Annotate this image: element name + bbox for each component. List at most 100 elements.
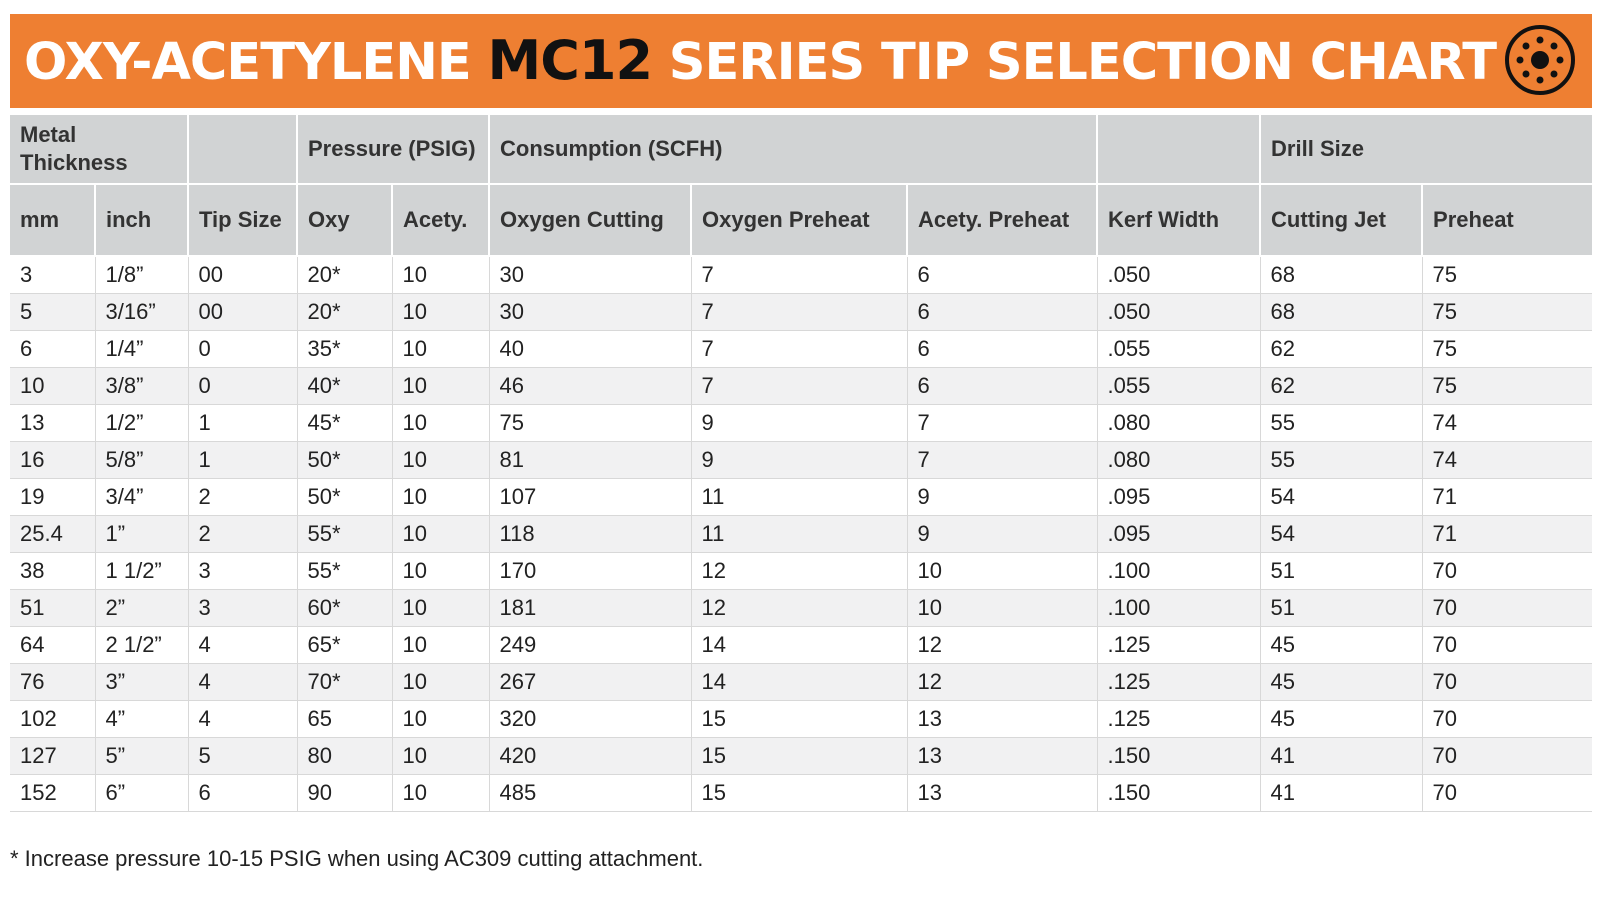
table-cell: 10 xyxy=(392,552,490,590)
table-cell: .080 xyxy=(1097,441,1261,479)
table-cell: 1 1/2” xyxy=(95,552,189,590)
table-cell: 5 xyxy=(188,737,298,775)
table-cell: .150 xyxy=(1097,774,1261,812)
table-cell: 10 xyxy=(392,404,490,442)
table-cell: 320 xyxy=(489,700,692,738)
table-cell: 3 xyxy=(10,256,96,294)
table-cell: 6 xyxy=(907,256,1098,294)
group-header-empty xyxy=(188,115,298,185)
table-cell: 30 xyxy=(489,293,692,331)
table-cell: 70 xyxy=(1422,700,1593,738)
table-cell: 54 xyxy=(1260,478,1423,516)
table-row: 102 4” 4 65 10 320 15 13.125 45 70 xyxy=(10,700,1593,738)
table-cell: 55 xyxy=(1260,441,1423,479)
table-cell: .125 xyxy=(1097,700,1261,738)
table-cell: 70 xyxy=(1422,589,1593,627)
table-row: 25.4 1” 2 55* 10 118 11 9.095 54 71 xyxy=(10,515,1593,553)
column-header: mm xyxy=(10,184,96,257)
table-cell: 14 xyxy=(691,663,908,701)
table-cell: 7 xyxy=(691,367,908,405)
table-cell: 4 xyxy=(188,663,298,701)
table-cell: 1/2” xyxy=(95,404,189,442)
table-cell: 51 xyxy=(1260,552,1423,590)
group-header-pressure: Pressure (PSIG) xyxy=(297,115,491,185)
table-cell: 107 xyxy=(489,478,692,516)
table-cell: .050 xyxy=(1097,293,1261,331)
table-cell: 65 xyxy=(297,700,393,738)
footnote: * Increase pressure 10-15 PSIG when usin… xyxy=(10,846,704,871)
table-cell: 5” xyxy=(95,737,189,775)
table-row: 127 5” 5 80 10 420 15 13.150 41 70 xyxy=(10,737,1593,775)
table-cell: 4” xyxy=(95,700,189,738)
table-cell: 71 xyxy=(1422,478,1593,516)
table-cell: 62 xyxy=(1260,330,1423,368)
table-cell: .100 xyxy=(1097,552,1261,590)
table-row: 19 3/4” 2 50* 10 107 11 9.095 54 71 xyxy=(10,478,1593,516)
table-cell: 10 xyxy=(392,626,490,664)
table-cell: 1” xyxy=(95,515,189,553)
table-row: 38 1 1/2” 3 55* 10 170 12 10.100 51 70 xyxy=(10,552,1593,590)
table-cell: 00 xyxy=(188,293,298,331)
table-cell: 4 xyxy=(188,626,298,664)
table-cell: 55* xyxy=(297,552,393,590)
table-cell: 30 xyxy=(489,256,692,294)
table-cell: 6 xyxy=(907,293,1098,331)
title-banner: OXY-ACETYLENE MC12 SERIES TIP SELECTION … xyxy=(10,14,1592,108)
table-cell: 10 xyxy=(392,478,490,516)
table-cell: 20* xyxy=(297,256,393,294)
table-cell: 13 xyxy=(907,774,1098,812)
table-cell: 40* xyxy=(297,367,393,405)
table-cell: 3 xyxy=(188,589,298,627)
table-cell: 70* xyxy=(297,663,393,701)
column-header: Acety. Preheat xyxy=(907,184,1099,257)
table-cell: 76 xyxy=(10,663,96,701)
table-cell: 10 xyxy=(392,515,490,553)
table-cell: 0 xyxy=(188,367,298,405)
table-row: 5 3/16” 00 20* 10 30 7 6.050 68 75 xyxy=(10,293,1593,331)
table-cell: 64 xyxy=(10,626,96,664)
table-cell: 46 xyxy=(489,367,692,405)
table-cell: 7 xyxy=(691,330,908,368)
table-cell: 68 xyxy=(1260,256,1423,294)
table-cell: 65* xyxy=(297,626,393,664)
table-cell: 7 xyxy=(691,293,908,331)
torch-tip-icon xyxy=(1505,25,1575,95)
table-cell: 170 xyxy=(489,552,692,590)
table-cell: 3/16” xyxy=(95,293,189,331)
table-cell: 10 xyxy=(392,330,490,368)
table-cell: 6 xyxy=(10,330,96,368)
table-body: 3 1/8” 00 20* 10 30 7 6.050 68 75 5 3/16” 00 20* 10 30 7… xyxy=(10,256,1593,812)
table-cell: 485 xyxy=(489,774,692,812)
table-cell: 70 xyxy=(1422,737,1593,775)
table-cell: 12 xyxy=(691,552,908,590)
table-cell: 55 xyxy=(1260,404,1423,442)
title-prefix: OXY-ACETYLENE xyxy=(24,33,488,92)
table-cell: 60* xyxy=(297,589,393,627)
table-cell: 9 xyxy=(907,515,1098,553)
table-cell: 13 xyxy=(907,737,1098,775)
table-cell: .125 xyxy=(1097,663,1261,701)
table-cell: 41 xyxy=(1260,774,1423,812)
table-cell: 9 xyxy=(907,478,1098,516)
table-cell: 127 xyxy=(10,737,96,775)
table-cell: 6 xyxy=(907,367,1098,405)
table-cell: 249 xyxy=(489,626,692,664)
table-cell: 62 xyxy=(1260,367,1423,405)
group-header-drill-size: Drill Size xyxy=(1260,115,1593,185)
table-cell: 3” xyxy=(95,663,189,701)
table-cell: .055 xyxy=(1097,330,1261,368)
table-cell: 12 xyxy=(907,663,1098,701)
title-model: MC12 xyxy=(487,29,654,92)
table-cell: 40 xyxy=(489,330,692,368)
tip-selection-table-wrapper: Metal Thickness Pressure (PSIG) Consumpt… xyxy=(10,115,1593,812)
table-cell: 81 xyxy=(489,441,692,479)
table-cell: 1/8” xyxy=(95,256,189,294)
table-cell: 3/8” xyxy=(95,367,189,405)
group-header-empty xyxy=(1097,115,1262,185)
table-cell: 16 xyxy=(10,441,96,479)
table-cell: 54 xyxy=(1260,515,1423,553)
table-cell: 45 xyxy=(1260,626,1423,664)
table-cell: 74 xyxy=(1422,404,1593,442)
table-cell: 6 xyxy=(188,774,298,812)
table-cell: .100 xyxy=(1097,589,1261,627)
